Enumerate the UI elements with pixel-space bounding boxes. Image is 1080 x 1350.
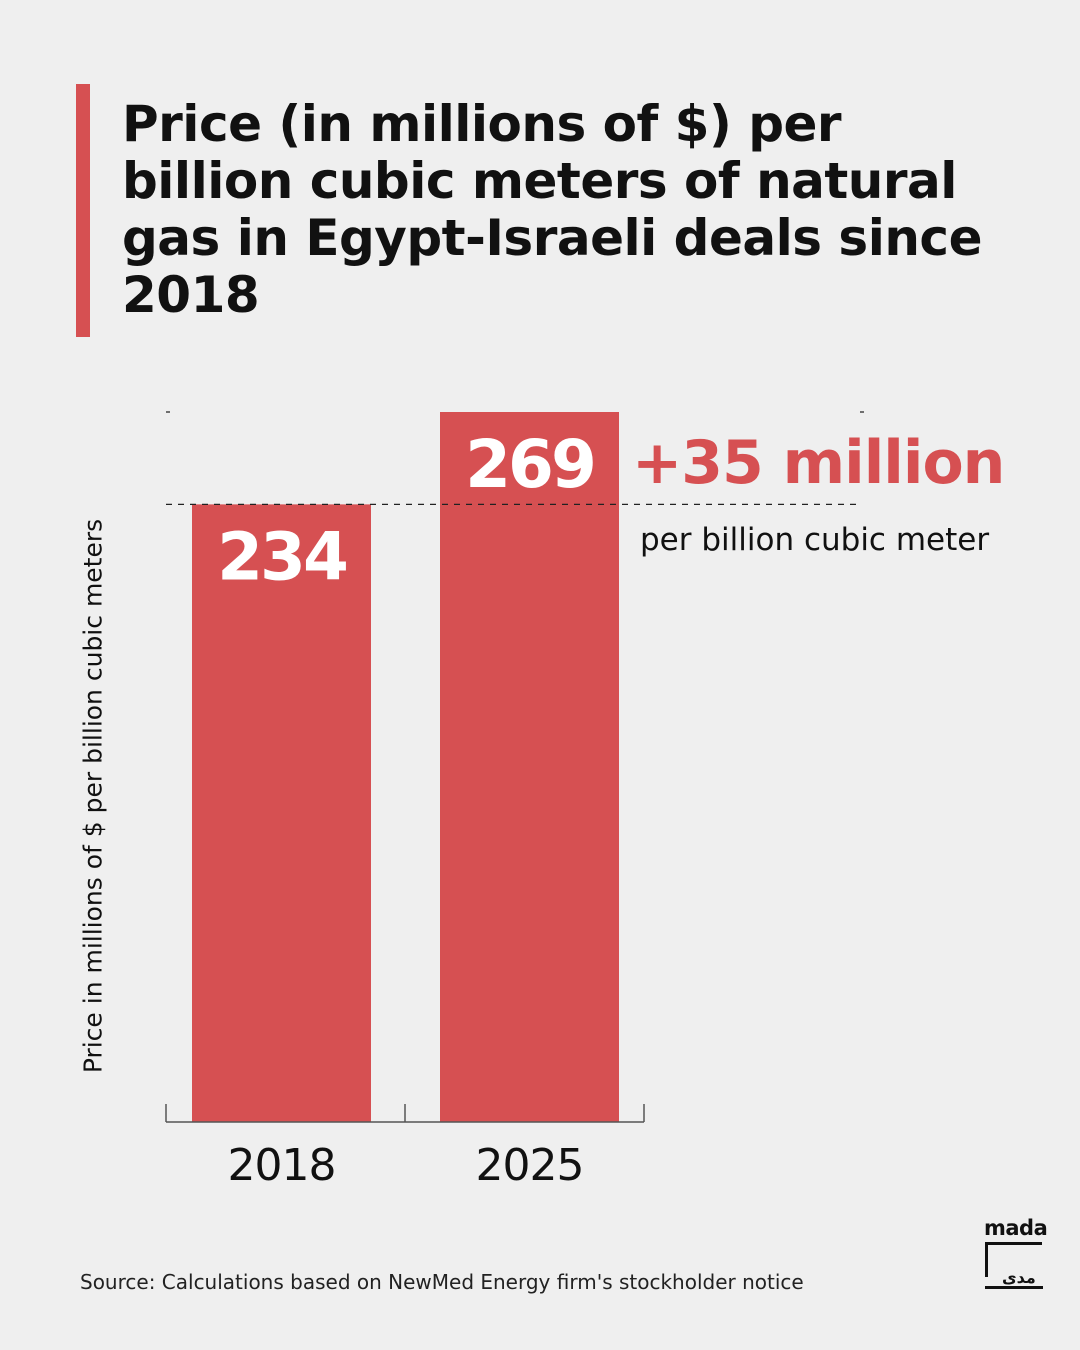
difference-annotation-subtext: per billion cubic meter xyxy=(640,522,989,558)
bar-2018 xyxy=(192,504,371,1123)
logo-underline xyxy=(985,1286,1043,1289)
source-note: Source: Calculations based on NewMed Ene… xyxy=(80,1270,804,1294)
difference-annotation: +35 million xyxy=(632,428,1004,498)
logo-arabic-text: مدى xyxy=(1002,1268,1036,1287)
logo-text: mada xyxy=(984,1216,1048,1240)
x-tick-label-2025: 2025 xyxy=(476,1140,584,1191)
mada-logo-icon: mada مدى xyxy=(984,1216,1048,1292)
bar-value-label-2025: 269 xyxy=(465,426,594,503)
bar-value-label-2018: 234 xyxy=(217,518,346,595)
chart-title: Price (in millions of $) per billion cub… xyxy=(122,95,982,324)
bar-2025 xyxy=(440,412,619,1122)
title-accent-bar xyxy=(76,84,90,337)
logo-frame xyxy=(985,1242,1042,1277)
x-tick-label-2018: 2018 xyxy=(228,1140,336,1191)
